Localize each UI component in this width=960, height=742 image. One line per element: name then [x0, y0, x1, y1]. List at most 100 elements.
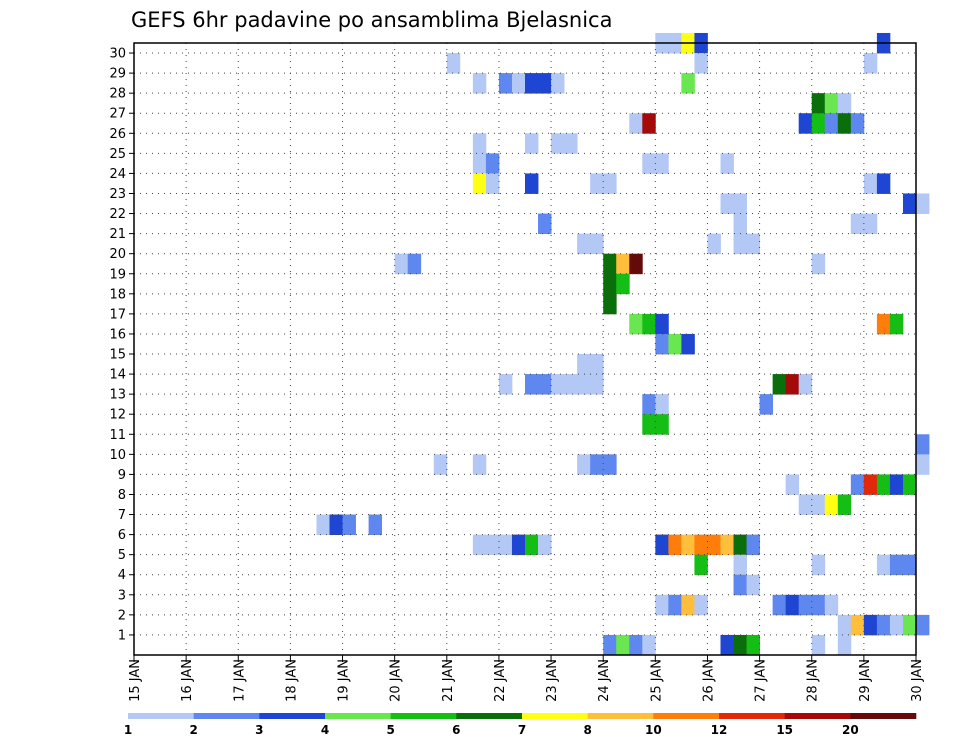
heatmap-cell: [485, 534, 500, 556]
heatmap-cell: [525, 173, 539, 194]
heatmap-cell: [603, 253, 617, 275]
heatmap-cell: [577, 454, 591, 475]
heatmap-cell: [629, 253, 643, 275]
x-tick-label: 30 JAN: [910, 659, 925, 702]
x-tick-label: 22 JAN: [493, 659, 508, 702]
y-tick-label: 12: [109, 408, 126, 423]
heatmap-cell: [837, 93, 852, 114]
heatmap-cell: [551, 133, 565, 154]
heatmap-cell: [603, 173, 617, 194]
heatmap-cell: [472, 173, 487, 194]
y-tick-label: 27: [109, 107, 126, 122]
heatmap-cell: [733, 534, 747, 556]
y-tick-label: 13: [109, 388, 126, 403]
heatmap-cell: [850, 113, 865, 134]
heatmap-cell: [485, 153, 500, 174]
heatmap-cell: [889, 474, 904, 495]
heatmap-cell: [538, 213, 552, 235]
legend-label: 15: [776, 723, 793, 737]
heatmap-cell: [498, 73, 513, 94]
y-tick-label: 5: [118, 548, 126, 563]
heatmap-cell: [472, 133, 487, 154]
heatmap-cell: [798, 494, 813, 515]
heatmap-cell: [590, 173, 604, 194]
y-tick-label: 9: [118, 468, 126, 483]
y-tick-label: 4: [118, 568, 126, 583]
y-tick-label: 26: [109, 127, 126, 142]
x-tick-label: 28 JAN: [806, 659, 821, 702]
heatmap-cell: [759, 394, 774, 415]
heatmap-cell: [316, 514, 330, 536]
x-tick-label: 26 JAN: [701, 659, 716, 702]
heatmap-cell: [498, 374, 513, 395]
heatmap-cell: [811, 554, 826, 576]
heatmap-cell: [642, 153, 656, 174]
heatmap-cell: [551, 374, 565, 395]
heatmap-cell: [733, 574, 747, 596]
heatmap-cell: [772, 594, 787, 616]
heatmap-cell: [889, 614, 904, 636]
heatmap-cell: [603, 634, 617, 656]
heatmap-cell: [681, 594, 695, 616]
heatmap-cell: [590, 233, 604, 255]
heatmap-cell: [916, 193, 930, 214]
heatmap-cell: [577, 374, 591, 395]
heatmap-cell: [342, 514, 356, 536]
heatmap-cell: [707, 534, 721, 556]
heatmap-cell: [472, 454, 487, 475]
x-tick-label: 25 JAN: [649, 659, 664, 702]
y-tick-label: 6: [118, 528, 126, 543]
legend-label: 5: [386, 723, 394, 737]
legend-label: 10: [645, 723, 662, 737]
heatmap-cell: [772, 374, 787, 395]
heatmap-cell: [902, 474, 917, 495]
y-tick-label: 25: [109, 147, 126, 162]
heatmap-cell: [916, 454, 930, 475]
heatmap-cell: [394, 253, 409, 275]
y-tick-label: 15: [109, 348, 126, 363]
legend-swatch: [193, 713, 260, 719]
chart-title: GEFS 6hr padavine po ansamblima Bjelasni…: [131, 8, 612, 32]
heatmap-cell: [681, 73, 695, 94]
legend-swatch: [259, 713, 326, 719]
heatmap-cell: [876, 614, 891, 636]
y-tick-label: 16: [109, 327, 126, 342]
heatmap-cell: [525, 534, 539, 556]
heatmap-cell: [642, 394, 656, 415]
heatmap-cell: [525, 133, 539, 154]
heatmap-cell: [472, 73, 487, 94]
heatmap-cell: [798, 113, 813, 134]
heatmap-cell: [720, 193, 734, 214]
x-tick-label: 24 JAN: [597, 659, 612, 702]
y-tick-label: 11: [109, 428, 126, 443]
x-tick-label: 15 JAN: [128, 659, 143, 702]
heatmap-cell: [655, 594, 669, 616]
heatmap-cell: [785, 374, 800, 395]
heatmap-cell: [733, 554, 747, 576]
heatmap-cell: [655, 333, 669, 355]
heatmap-cell: [655, 394, 669, 415]
heatmap-cell: [785, 474, 800, 495]
heatmap-cell: [811, 634, 826, 656]
heatmap-cell: [811, 594, 826, 616]
heatmap-cell: [889, 554, 904, 576]
y-tick-label: 22: [109, 207, 126, 222]
heatmap-cell: [863, 53, 878, 74]
heatmap-cell: [811, 494, 826, 515]
x-tick-label: 17 JAN: [232, 659, 247, 702]
heatmap-cell: [863, 474, 878, 495]
heatmap-cell: [590, 454, 604, 475]
y-tick-label: 17: [109, 307, 126, 322]
heatmap-cell: [681, 534, 695, 556]
heatmap-cell: [850, 213, 865, 235]
y-axis: 1234567891011121314151617181920212223242…: [109, 47, 134, 643]
y-tick-label: 21: [109, 227, 126, 242]
chart-grid: [134, 43, 916, 655]
legend-label: 4: [321, 723, 329, 737]
y-tick-label: 18: [109, 287, 126, 302]
heatmap-cell: [590, 354, 604, 375]
heatmap-cell: [590, 374, 604, 395]
heatmap-cell: [733, 233, 747, 255]
legend-label: 7: [518, 723, 526, 737]
legend-swatch: [522, 713, 588, 719]
